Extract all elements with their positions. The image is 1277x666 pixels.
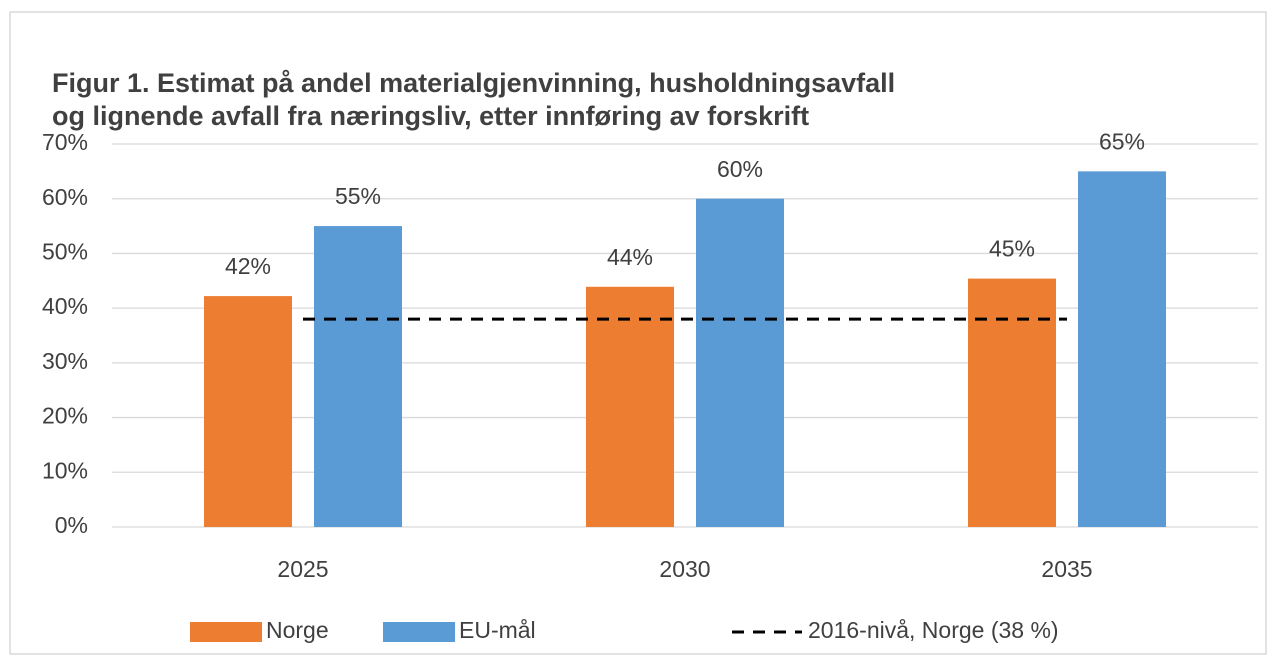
y-tick-label: 10% [42,457,88,483]
y-tick-label: 40% [42,293,88,319]
data-label: 60% [717,156,763,182]
data-label: 65% [1099,128,1145,154]
y-tick-label: 70% [42,129,88,155]
y-tick-label: 30% [42,348,88,374]
data-label: 45% [989,236,1035,262]
legend-swatch [383,622,455,642]
bar [204,296,292,527]
legend-label: EU-mål [459,617,536,643]
y-tick-label: 0% [55,512,88,538]
x-tick-label: 2035 [1041,556,1092,582]
chart-title: Figur 1. Estimat på andel materialgjenvi… [52,68,895,98]
chart-title: og lignende avfall fra næringsliv, etter… [52,101,809,131]
data-label: 44% [607,244,653,270]
legend-swatch [190,622,262,642]
data-label: 42% [225,253,271,279]
data-label: 55% [335,183,381,209]
legend-label: 2016-nivå, Norge (38 %) [808,617,1059,643]
bar [696,198,784,527]
legend-label: Norge [266,617,329,643]
y-tick-label: 20% [42,403,88,429]
x-tick-label: 2030 [659,556,710,582]
y-tick-label: 60% [42,184,88,210]
bar [586,286,674,527]
y-tick-label: 50% [42,239,88,265]
bar [1078,171,1166,527]
x-tick-label: 2025 [277,556,328,582]
bar [314,226,402,528]
bar [968,278,1056,527]
